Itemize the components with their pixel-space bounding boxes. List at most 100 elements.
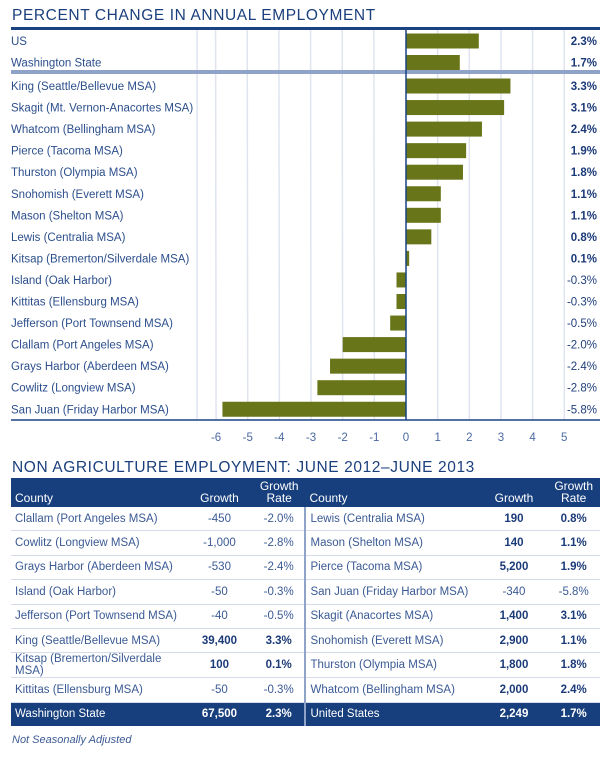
value-label: 1.9% [571, 146, 597, 158]
category-label: Washington State [11, 58, 101, 70]
county-cell: Skagit (Anacortes MSA) [304, 604, 481, 629]
category-label: San Juan (Friday Harbor MSA) [11, 404, 169, 416]
value-label: -0.3% [567, 275, 597, 287]
table-row: Kittitas (Ellensburg MSA) -50 -0.3% Whatcom… [11, 677, 600, 703]
growth-cell: -450 [186, 507, 253, 532]
bar [406, 121, 482, 137]
gridline [373, 29, 376, 421]
category-label: King (Seattle/Bellevue MSA) [11, 81, 156, 93]
growth-rate-cell: 3.1% [547, 604, 600, 629]
growth-rate-cell: 1.1% [547, 628, 600, 654]
x-tick-label: 0 [403, 432, 409, 444]
growth-rate-cell: -0.3% [252, 579, 306, 605]
county-cell: San Juan (Friday Harbor MSA) [304, 579, 481, 605]
value-label: 1.1% [571, 189, 597, 201]
category-label: Island (Oak Harbor) [11, 275, 112, 287]
county-cell: King (Seattle/Bellevue MSA) [11, 628, 187, 654]
category-label: US [11, 36, 27, 48]
growth-rate-cell: 3.3% [252, 628, 306, 654]
chart-title: PERCENT CHANGE IN ANNUAL EMPLOYMENT [12, 7, 376, 24]
bar [406, 229, 432, 245]
growth-cell: -1,000 [186, 530, 253, 556]
county-cell: Whatcom (Bellingham MSA) [304, 677, 481, 703]
value-label: 1.1% [571, 210, 597, 222]
table-row: Jefferson (Port Townsend MSA) -40 -0.5% Ska… [11, 604, 600, 629]
value-label: -2.0% [567, 340, 597, 352]
x-tick-label: -1 [369, 432, 379, 444]
value-label: -0.5% [567, 318, 597, 330]
growth-cell: 2,900 [480, 628, 548, 654]
county-cell: Mason (Shelton MSA) [304, 530, 481, 556]
employment-table: County Growth Growth Rate County Growth G… [11, 478, 600, 727]
gridline [309, 29, 312, 421]
bar [342, 337, 406, 353]
table-row: Grays Harbor (Aberdeen MSA) -530 -2.4% Pier… [11, 555, 600, 581]
bar [406, 55, 460, 70]
header-growth-rate: Growth Rate [547, 478, 600, 507]
table-row: Cowlitz (Longview MSA) -1,000 -2.8% Mason (… [11, 530, 600, 556]
value-label: -2.4% [567, 361, 597, 373]
growth-cell: 100 [186, 652, 253, 679]
county-cell: Pierce (Tacoma MSA) [304, 555, 481, 581]
category-label: Lewis (Centralia MSA) [11, 232, 126, 244]
value-label: 3.1% [571, 103, 597, 115]
category-label: Jefferson (Port Townsend MSA) [11, 318, 173, 330]
growth-cell: 2,249 [480, 702, 548, 727]
value-label: -5.8% [567, 404, 597, 416]
bar [406, 186, 441, 202]
growth-rate-cell: 0.1% [252, 652, 306, 679]
x-tick-label: -4 [274, 432, 285, 444]
growth-rate-cell: -0.3% [252, 677, 306, 703]
value-label: 0.1% [571, 253, 597, 265]
title-rule [11, 27, 600, 30]
growth-rate-cell: -5.8% [547, 579, 600, 605]
growth-cell: -50 [186, 677, 253, 703]
bar [222, 401, 406, 417]
county-cell: Washington State [11, 702, 187, 727]
bar [406, 33, 479, 49]
bar [406, 78, 511, 94]
header-growth: Growth [186, 478, 253, 507]
growth-cell: 5,200 [480, 555, 548, 581]
county-cell: Cowlitz (Longview MSA) [11, 530, 187, 556]
separator-rule [11, 70, 600, 74]
gridline [278, 29, 281, 421]
growth-cell: -50 [186, 579, 253, 605]
value-label: 1.8% [571, 167, 597, 179]
header-county: County [11, 478, 187, 507]
growth-cell: -530 [186, 555, 253, 581]
county-cell: Grays Harbor (Aberdeen MSA) [11, 555, 187, 581]
table-total-row: Washington State 67,500 2.3% United States 2… [11, 702, 600, 727]
growth-cell: -340 [480, 579, 548, 605]
county-cell: Kitsap (Bremerton/Silverdale MSA) [11, 652, 187, 679]
growth-cell: 39,400 [186, 628, 253, 654]
county-cell: Jefferson (Port Townsend MSA) [11, 604, 187, 629]
x-tick-label: 5 [561, 432, 567, 444]
value-label: 2.4% [571, 124, 597, 136]
table-title: NON AGRICULTURE EMPLOYMENT: JUNE 2012–JU… [12, 459, 475, 476]
growth-rate-cell: 2.4% [547, 677, 600, 703]
growth-rate-cell: -2.0% [252, 507, 306, 532]
value-label: 2.3% [571, 36, 597, 48]
county-cell: Lewis (Centralia MSA) [304, 507, 481, 532]
growth-rate-cell: -0.5% [252, 604, 306, 629]
header-growth-rate: Growth Rate [252, 478, 306, 507]
gridline [341, 29, 344, 421]
growth-cell: -40 [186, 604, 253, 629]
footnote: Not Seasonally Adjusted [12, 734, 132, 746]
growth-rate-cell: 1.8% [547, 652, 600, 679]
bar [330, 358, 406, 374]
x-tick-label: -6 [211, 432, 221, 444]
value-label: -2.8% [567, 383, 597, 395]
growth-cell: 67,500 [186, 702, 253, 727]
growth-cell: 1,400 [480, 604, 548, 629]
county-cell: Clallam (Port Angeles MSA) [11, 507, 187, 532]
category-label: Snohomish (Everett MSA) [11, 189, 144, 201]
growth-rate-cell: 1.7% [547, 702, 600, 727]
category-label: Mason (Shelton MSA) [11, 210, 124, 222]
bar [406, 207, 441, 223]
growth-cell: 2,000 [480, 677, 548, 703]
category-label: Clallam (Port Angeles MSA) [11, 340, 154, 352]
bar [406, 164, 463, 180]
x-tick-label: -5 [243, 432, 253, 444]
